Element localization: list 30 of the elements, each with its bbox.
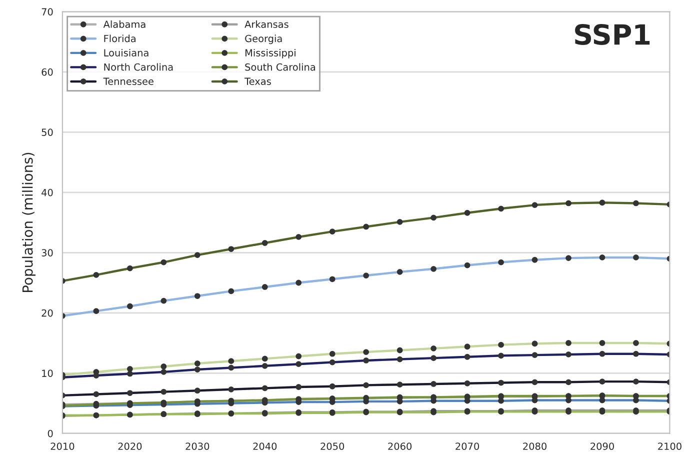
y-tick-label: 10 — [42, 370, 53, 377]
legend-label: Texas — [244, 78, 271, 86]
x-tick-label: 2040 — [253, 442, 277, 450]
x-tick-label: 2020 — [118, 442, 142, 450]
legend-label: Alabama — [103, 20, 146, 28]
y-tick-label: 20 — [42, 309, 53, 317]
x-tick-label: 2090 — [590, 442, 614, 450]
x-tick-label: 2030 — [186, 442, 210, 450]
y-tick-label: 50 — [42, 128, 53, 136]
legend-label: Arkansas — [244, 20, 288, 28]
x-tick-label: 2010 — [50, 442, 74, 450]
legend-label: Mississippi — [245, 48, 296, 58]
y-tick-label: 60 — [42, 68, 53, 76]
y-axis-title: Population (millions) — [22, 152, 36, 292]
legend-label: Florida — [104, 34, 136, 42]
x-tick-label: 2070 — [456, 442, 480, 450]
x-tick-label: 2050 — [320, 442, 344, 450]
chart-title: SSP1 — [575, 24, 650, 46]
legend-label: Louisiana — [104, 48, 148, 56]
y-tick-label: 40 — [42, 188, 53, 196]
legend-label: Tennessee — [103, 78, 154, 86]
y-tick-label: 30 — [42, 249, 53, 256]
legend-label: North Carolina — [104, 63, 173, 71]
y-tick-label: 70 — [42, 8, 53, 16]
y-tick-label: 0 — [48, 430, 53, 438]
legend-label: South Carolina — [245, 63, 315, 71]
x-tick-label: 2100 — [658, 442, 682, 450]
x-tick-label: 2060 — [388, 442, 412, 450]
x-tick-label: 2080 — [523, 442, 546, 450]
legend-label: Georgia — [245, 34, 282, 44]
